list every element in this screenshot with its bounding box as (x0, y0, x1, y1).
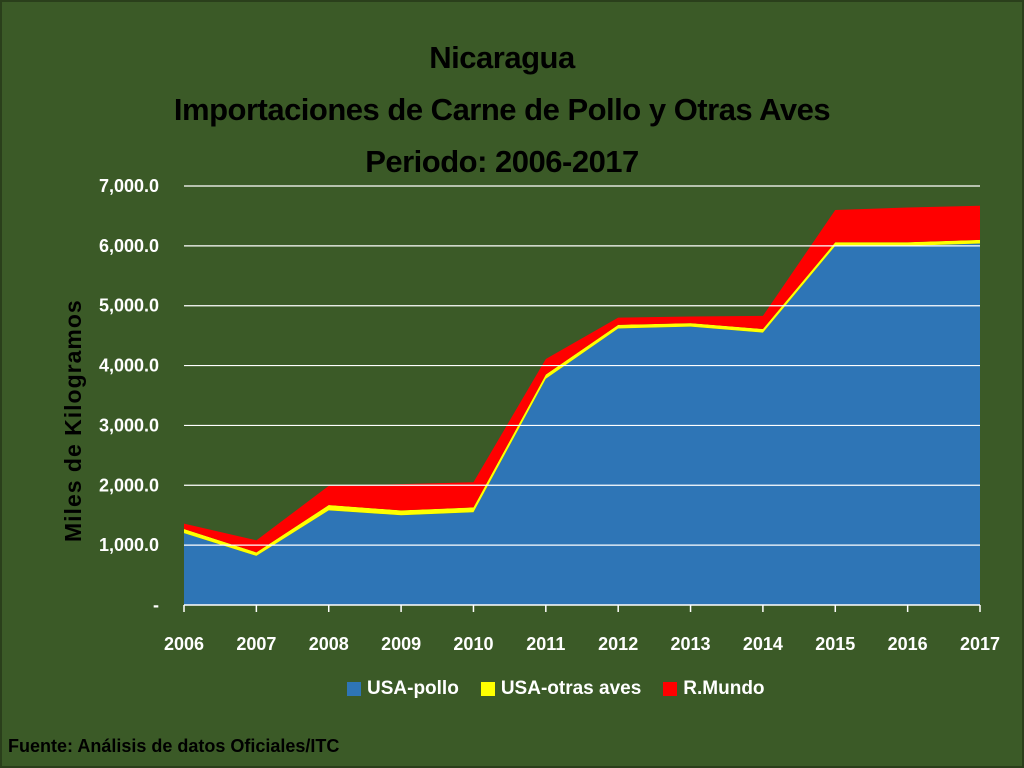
chart-title-line-2: Importaciones de Carne de Pollo y Otras … (173, 92, 831, 127)
chart-legend: USA-pollo USA-otras aves R.Mundo (347, 678, 787, 700)
x-tick-label-2006: 2006 (164, 634, 204, 654)
x-tick-label-2017: 2017 (960, 634, 1000, 654)
area-series-rmundo (184, 205, 980, 553)
x-tick-label-2014: 2014 (743, 634, 783, 654)
x-tick-label-2016: 2016 (888, 634, 928, 654)
y-axis-label: Miles de Kilogramos (60, 299, 86, 542)
legend-item-usa-pollo: USA-pollo (347, 678, 459, 700)
area-series-usa-pollo (184, 243, 980, 605)
chart-title-line-1: Nicaragua (429, 40, 575, 75)
legend-swatch-usa-otras-aves (480, 682, 495, 696)
y-tick-label-2: 2,000.0 (99, 475, 159, 495)
y-tick-label-1: 1,000.0 (99, 535, 159, 555)
y-tick-label-0: - (153, 595, 159, 615)
source-note: Fuente: Análisis de datos Oficiales/ITC (8, 736, 340, 756)
x-tick-label-2011: 2011 (526, 634, 565, 654)
legend-label-usa-pollo: USA-pollo (367, 678, 459, 699)
x-tick-label-2012: 2012 (598, 634, 638, 654)
legend-item-usa-otras-aves: USA-otras aves (480, 678, 642, 700)
legend-item-rmundo: R.Mundo (663, 678, 765, 700)
x-tick-label-2013: 2013 (671, 634, 711, 654)
legend-label-rmundo: R.Mundo (683, 678, 765, 699)
y-tick-label-4: 4,000.0 (99, 356, 159, 376)
x-tick-label-2010: 2010 (453, 634, 493, 654)
x-tick-label-2008: 2008 (309, 634, 349, 654)
y-tick-label-7: 7,000.0 (99, 176, 159, 196)
chart-title-line-3: Periodo: 2006-2017 (365, 144, 639, 179)
legend-label-usa-otras-aves: USA-otras aves (500, 678, 642, 699)
y-tick-label-3: 3,000.0 (99, 415, 159, 435)
legend-swatch-usa-pollo (347, 682, 361, 696)
y-tick-label-6: 6,000.0 (99, 236, 159, 256)
y-tick-label-5: 5,000.0 (99, 296, 159, 316)
x-tick-label-2009: 2009 (381, 634, 421, 654)
x-tick-label-2015: 2015 (815, 634, 855, 654)
legend-swatch-rmundo (663, 682, 678, 696)
x-tick-label-2007: 2007 (236, 634, 276, 654)
